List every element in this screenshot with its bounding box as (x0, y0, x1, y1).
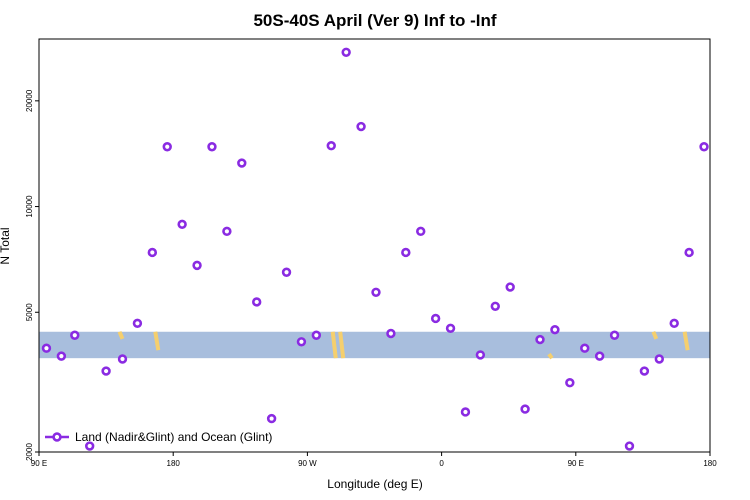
data-point (341, 47, 351, 57)
x-tick-label: 90 W (298, 459, 317, 468)
data-point (460, 407, 471, 417)
data-point (252, 297, 262, 307)
land-segment (547, 352, 554, 360)
y-tick-label: 2000 (25, 443, 34, 461)
y-axis: 2000 5000 10000 20000 (25, 89, 39, 461)
data-point (520, 404, 530, 414)
data-point (669, 318, 679, 329)
data-point (162, 142, 172, 152)
data-point (356, 121, 366, 132)
data-point (296, 337, 307, 347)
plot-frame (38, 38, 711, 453)
y-tick-label: 20000 (25, 89, 34, 112)
data-point (222, 226, 232, 237)
x-axis: 90 E 180 90 W 0 90 E 180 (31, 452, 717, 468)
x-tick-label: 180 (703, 459, 717, 468)
data-point (699, 142, 709, 152)
data-point (550, 324, 560, 335)
data-point (654, 354, 665, 364)
data-point (475, 350, 486, 360)
data-point (117, 354, 128, 364)
data-point (684, 247, 694, 258)
data-point (505, 282, 515, 292)
data-point (639, 366, 650, 376)
data-point (132, 318, 143, 329)
data-point (430, 313, 441, 324)
legend: Land (Nadir&Glint) and Ocean (Glint) (45, 430, 272, 444)
data-point (609, 330, 620, 340)
legend-label: Land (Nadir&Glint) and Ocean (Glint) (75, 430, 272, 444)
legend-marker (52, 432, 62, 442)
data-point (84, 441, 95, 451)
land-segment (682, 331, 690, 351)
data-point (594, 351, 605, 361)
x-tick-label: 0 (439, 459, 444, 468)
data-point (70, 330, 80, 340)
data-point (207, 142, 217, 152)
data-point (565, 378, 575, 388)
ocean-band (39, 331, 710, 359)
x-tick-label: 180 (167, 459, 181, 468)
data-point (56, 351, 67, 361)
land-segment (153, 331, 161, 351)
y-tick-label: 5000 (25, 303, 34, 321)
data-point (445, 323, 456, 334)
data-point (41, 343, 52, 353)
y-tick-label: 10000 (25, 195, 34, 218)
data-point (237, 158, 247, 168)
data-point (326, 141, 336, 151)
data-point (580, 343, 590, 353)
x-tick-label: 90 E (568, 459, 584, 468)
data-point (147, 247, 158, 258)
data-point (535, 334, 545, 345)
plot-area (39, 47, 710, 451)
data-point (177, 219, 187, 230)
data-point (490, 301, 500, 311)
data-point (416, 226, 426, 237)
data-point (401, 247, 411, 258)
land-segment (117, 330, 125, 340)
data-point (371, 287, 381, 297)
x-axis-label: Longitude (deg E) (327, 477, 422, 491)
data-point (266, 413, 277, 424)
land-segment (651, 330, 659, 340)
land-segment (330, 331, 338, 359)
data-point (281, 267, 292, 277)
data-point (386, 328, 396, 339)
chart-title: 50S-40S April (Ver 9) Inf to -Inf (253, 11, 496, 30)
data-point (311, 330, 322, 340)
data-point (192, 260, 202, 271)
x-tick-label: 90 E (31, 459, 47, 468)
data-point (624, 441, 635, 451)
data-point (101, 366, 111, 376)
land-segment (338, 331, 346, 359)
y-axis-label: N Total (0, 227, 12, 264)
